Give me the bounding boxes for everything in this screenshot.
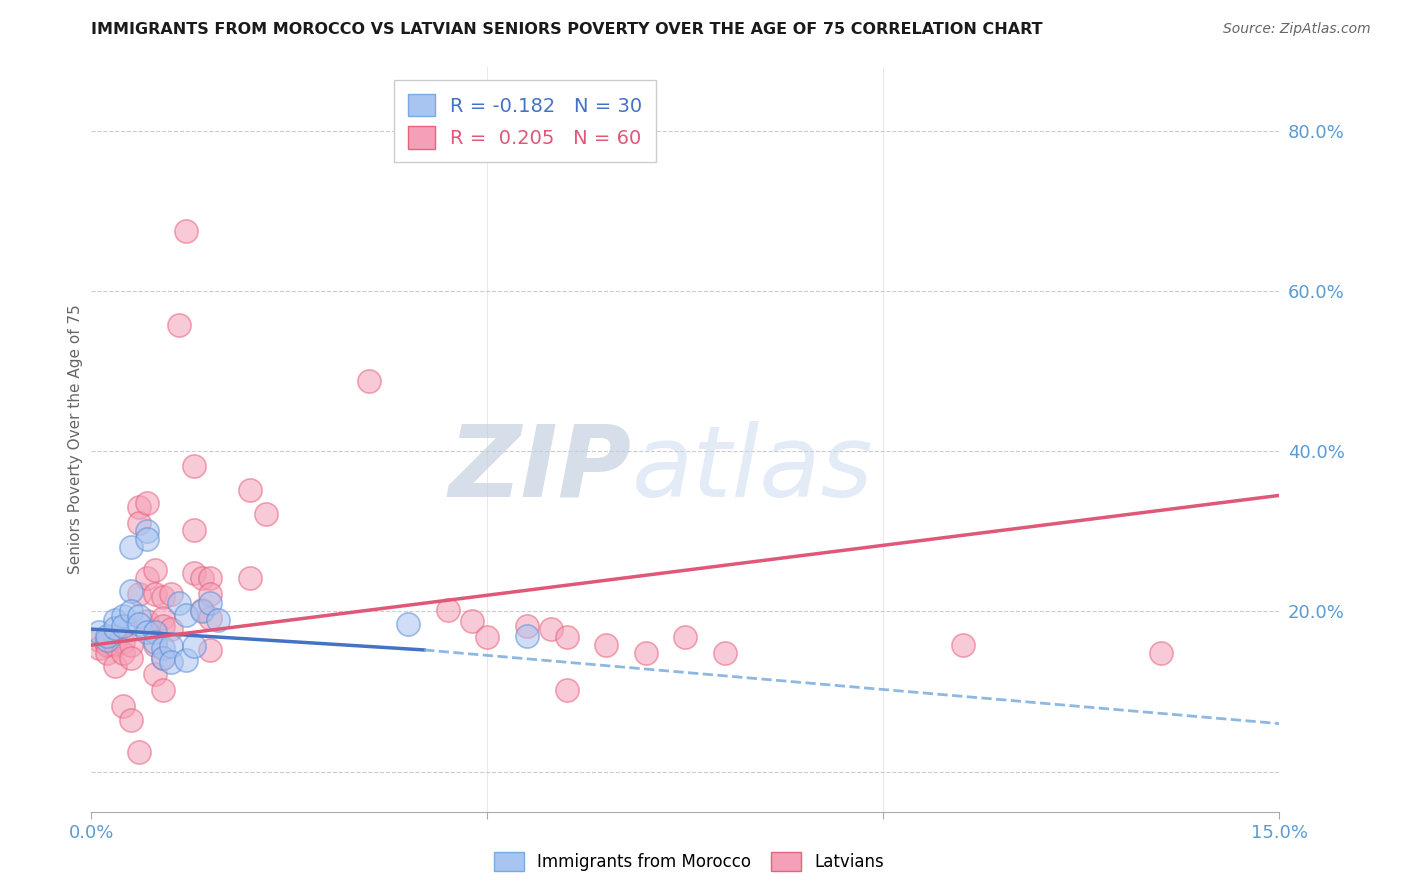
Point — [516, 628, 538, 642]
Point — [120, 605, 142, 619]
Point — [152, 611, 174, 625]
Point — [191, 603, 214, 617]
Point — [135, 496, 157, 510]
Legend: R = -0.182   N = 30, R =  0.205   N = 60: R = -0.182 N = 30, R = 0.205 N = 60 — [394, 80, 657, 162]
Point — [183, 523, 205, 537]
Point — [159, 655, 181, 669]
Point — [176, 224, 198, 238]
Point — [120, 651, 142, 665]
Point — [135, 624, 157, 639]
Point — [673, 630, 696, 644]
Point — [143, 563, 166, 577]
Point — [152, 590, 174, 604]
Point — [200, 597, 222, 611]
Point — [135, 571, 157, 585]
Text: ZIP: ZIP — [449, 421, 631, 517]
Point — [167, 597, 190, 611]
Point — [104, 638, 127, 652]
Point — [112, 608, 135, 623]
Point — [135, 614, 157, 628]
Point — [104, 659, 127, 673]
Point — [104, 613, 127, 627]
Point — [183, 566, 205, 580]
Point — [159, 622, 181, 636]
Point — [516, 619, 538, 633]
Point — [254, 507, 277, 521]
Point — [128, 516, 150, 531]
Point — [540, 622, 562, 636]
Point — [239, 483, 262, 497]
Point — [120, 541, 142, 555]
Point — [112, 619, 135, 633]
Point — [396, 616, 419, 631]
Point — [143, 587, 166, 601]
Point — [183, 458, 205, 473]
Point — [120, 584, 142, 599]
Point — [143, 635, 166, 649]
Point — [183, 639, 205, 653]
Point — [555, 630, 578, 644]
Point — [128, 616, 150, 631]
Point — [128, 587, 150, 601]
Point — [96, 646, 118, 660]
Text: Source: ZipAtlas.com: Source: ZipAtlas.com — [1223, 22, 1371, 37]
Point — [152, 651, 174, 665]
Point — [89, 632, 111, 647]
Point — [135, 524, 157, 539]
Text: IMMIGRANTS FROM MOROCCO VS LATVIAN SENIORS POVERTY OVER THE AGE OF 75 CORRELATIO: IMMIGRANTS FROM MOROCCO VS LATVIAN SENIO… — [91, 22, 1043, 37]
Point — [135, 533, 157, 547]
Text: atlas: atlas — [631, 421, 873, 517]
Point — [96, 632, 118, 647]
Point — [143, 624, 166, 639]
Point — [120, 638, 142, 652]
Point — [167, 318, 190, 332]
Point — [152, 619, 174, 633]
Point — [436, 603, 458, 617]
Point — [200, 587, 222, 601]
Point — [96, 636, 118, 650]
Point — [595, 638, 617, 652]
Point — [207, 613, 229, 627]
Point — [96, 628, 118, 642]
Point — [714, 646, 737, 660]
Point — [634, 646, 657, 660]
Point — [555, 683, 578, 698]
Point — [191, 571, 214, 585]
Point — [460, 614, 482, 628]
Point — [200, 571, 222, 585]
Point — [477, 630, 499, 644]
Point — [191, 605, 214, 619]
Point — [128, 745, 150, 759]
Point — [1150, 646, 1173, 660]
Point — [112, 698, 135, 713]
Point — [128, 500, 150, 515]
Point — [152, 640, 174, 655]
Legend: Immigrants from Morocco, Latvians: Immigrants from Morocco, Latvians — [485, 843, 893, 880]
Point — [159, 639, 181, 653]
Point — [120, 713, 142, 727]
Point — [89, 640, 111, 655]
Point — [112, 646, 135, 660]
Point — [176, 652, 198, 666]
Point — [104, 628, 127, 642]
Point — [143, 638, 166, 652]
Point — [176, 607, 198, 622]
Point — [96, 638, 118, 652]
Point — [357, 374, 380, 388]
Y-axis label: Seniors Poverty Over the Age of 75: Seniors Poverty Over the Age of 75 — [67, 304, 83, 574]
Point — [143, 667, 166, 681]
Point — [89, 624, 111, 639]
Point — [159, 587, 181, 601]
Point — [104, 620, 127, 634]
Point — [152, 651, 174, 665]
Point — [200, 611, 222, 625]
Point — [239, 571, 262, 585]
Point — [152, 683, 174, 698]
Point — [952, 638, 974, 652]
Point — [200, 643, 222, 657]
Point — [112, 635, 135, 649]
Point — [128, 608, 150, 623]
